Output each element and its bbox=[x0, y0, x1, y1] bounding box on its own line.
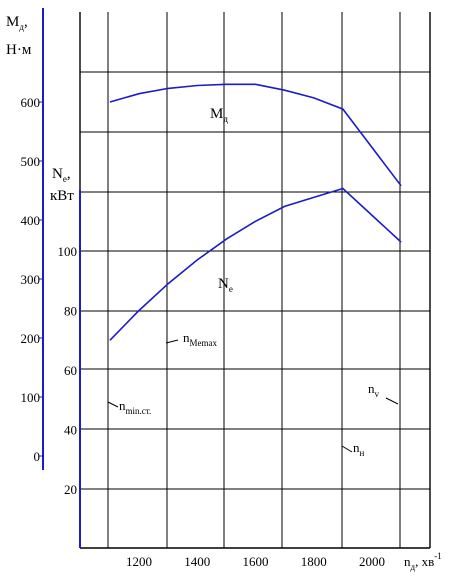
x-tick-label-3: 1800 bbox=[301, 554, 327, 569]
power-axis-label-line1: Ne, bbox=[52, 166, 71, 184]
x-axis-label-sub: д bbox=[411, 562, 416, 572]
power-tick-label-1: 40 bbox=[64, 423, 77, 438]
torque-tick-label-1: 100 bbox=[21, 390, 41, 405]
torque-axis-label-line1: Mд, bbox=[6, 14, 28, 32]
power-axis-label-sub: e bbox=[63, 174, 67, 184]
torque-axis-label-line2: Н·м bbox=[6, 42, 32, 58]
annotation-nn: nн bbox=[353, 440, 365, 458]
power-tick-label-0: 20 bbox=[64, 482, 77, 497]
power-tick-label-2: 60 bbox=[64, 363, 77, 378]
torque-tick-label-3: 300 bbox=[21, 272, 41, 287]
power-axis-label-line2: кВт bbox=[50, 188, 74, 204]
power-tick-label-3: 80 bbox=[64, 304, 77, 319]
power-axis-label-tail: , bbox=[67, 166, 71, 182]
torque-series-label: Mд bbox=[210, 106, 228, 124]
annotation-nmin-leader bbox=[107, 401, 119, 408]
power-series-line bbox=[109, 187, 402, 341]
torque-tick-label-2: 200 bbox=[21, 331, 41, 346]
torque-series-label-main: M bbox=[210, 106, 223, 122]
power-series-label: Ne bbox=[218, 276, 233, 294]
annotation-nmemax: nMemax bbox=[183, 330, 217, 348]
x-axis-label-unit: , хв bbox=[415, 554, 434, 569]
x-tick-labels: 1200 1400 1600 1800 2000 bbox=[126, 554, 385, 569]
x-tick-label-0: 1200 bbox=[126, 554, 152, 569]
x-axis-label-main: n bbox=[404, 554, 411, 569]
torque-axis-label-tail: , bbox=[24, 14, 28, 30]
torque-axis-label-main: M bbox=[6, 14, 19, 30]
annotation-nn-leader bbox=[341, 445, 353, 453]
annotation-nn-main: n bbox=[353, 440, 360, 455]
power-series-label-sub: e bbox=[229, 284, 233, 294]
speed-annotations: nMemax nmin.ст. nv nн bbox=[107, 330, 399, 458]
annotation-nmin-main: n bbox=[119, 398, 126, 413]
power-axis-label-main: N bbox=[52, 166, 63, 182]
torque-series-label-sub: д bbox=[223, 114, 228, 124]
annotation-nmemax-sub: Memax bbox=[190, 338, 218, 348]
torque-series-line bbox=[109, 83, 402, 187]
annotation-nv-sub: v bbox=[375, 389, 380, 399]
annotation-nmemax-main: n bbox=[183, 330, 190, 345]
power-tick-labels: 20 40 60 80 100 bbox=[58, 244, 78, 497]
torque-tick-label-0: 0 bbox=[34, 449, 41, 464]
torque-tick-label-4: 400 bbox=[21, 213, 41, 228]
power-series-label-main: N bbox=[218, 276, 229, 292]
torque-axis-label-sub: д bbox=[19, 22, 24, 32]
torque-tick-label-5: 500 bbox=[21, 154, 41, 169]
x-tick-label-2: 1600 bbox=[243, 554, 269, 569]
annotation-nmin-sub: min.ст. bbox=[126, 406, 152, 416]
x-tick-label-4: 2000 bbox=[359, 554, 385, 569]
annotation-nmin: nmin.ст. bbox=[119, 398, 151, 416]
x-axis-label-exp: -1 bbox=[434, 551, 442, 561]
torque-tick-labels: 0 100 200 300 400 500 600 bbox=[21, 95, 43, 464]
torque-tick-label-6: 600 bbox=[21, 95, 41, 110]
annotation-nmemax-leader bbox=[165, 339, 179, 344]
annotation-nv-main: n bbox=[368, 381, 375, 396]
chart-axes bbox=[42, 8, 431, 549]
x-axis-label: nд, хв-1 bbox=[404, 551, 442, 572]
x-tick-label-1: 1400 bbox=[184, 554, 210, 569]
annotation-nn-sub: н bbox=[360, 448, 365, 458]
power-tick-label-4: 100 bbox=[58, 244, 78, 259]
annotation-nv-leader bbox=[385, 397, 399, 405]
annotation-nv: nv bbox=[368, 381, 380, 399]
chart-grid bbox=[80, 12, 430, 548]
